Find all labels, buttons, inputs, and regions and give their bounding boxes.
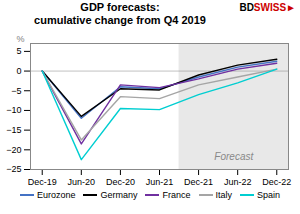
html-text:France: France [162,190,191,200]
html-text:cumulative change from Q4 2019: cumulative change from Q4 2019 [34,14,206,26]
svg-text:Forecast: Forecast [214,151,254,162]
svg-text:−15: −15 [6,125,21,135]
html-text:Germany: Germany [100,190,138,200]
svg-text:Jun-21: Jun-21 [146,177,174,187]
svg-text:0: 0 [16,66,21,76]
html-text:GDP forecasts:: GDP forecasts: [80,1,160,13]
svg-text:Jun-20: Jun-20 [68,177,96,187]
svg-text:Dec-21: Dec-21 [184,177,213,187]
svg-text:Dec-20: Dec-20 [106,177,135,187]
svg-text:−5: −5 [11,86,21,96]
svg-text:Dec-22: Dec-22 [262,177,291,187]
html-text:Italy: Italy [215,190,232,200]
svg-text:%: % [16,34,24,44]
svg-text:Dec-19: Dec-19 [28,177,57,187]
svg-text:−10: −10 [6,105,21,115]
svg-text:−20: −20 [6,145,21,155]
svg-text:−25: −25 [6,164,21,174]
svg-text:Jun-22: Jun-22 [224,177,252,187]
html-text:Eurozone: Eurozone [36,190,76,200]
html-text:BD SWISS ►: BD SWISS ► [239,2,296,13]
svg-text:5: 5 [16,46,21,56]
html-text:Spain: Spain [257,190,280,200]
